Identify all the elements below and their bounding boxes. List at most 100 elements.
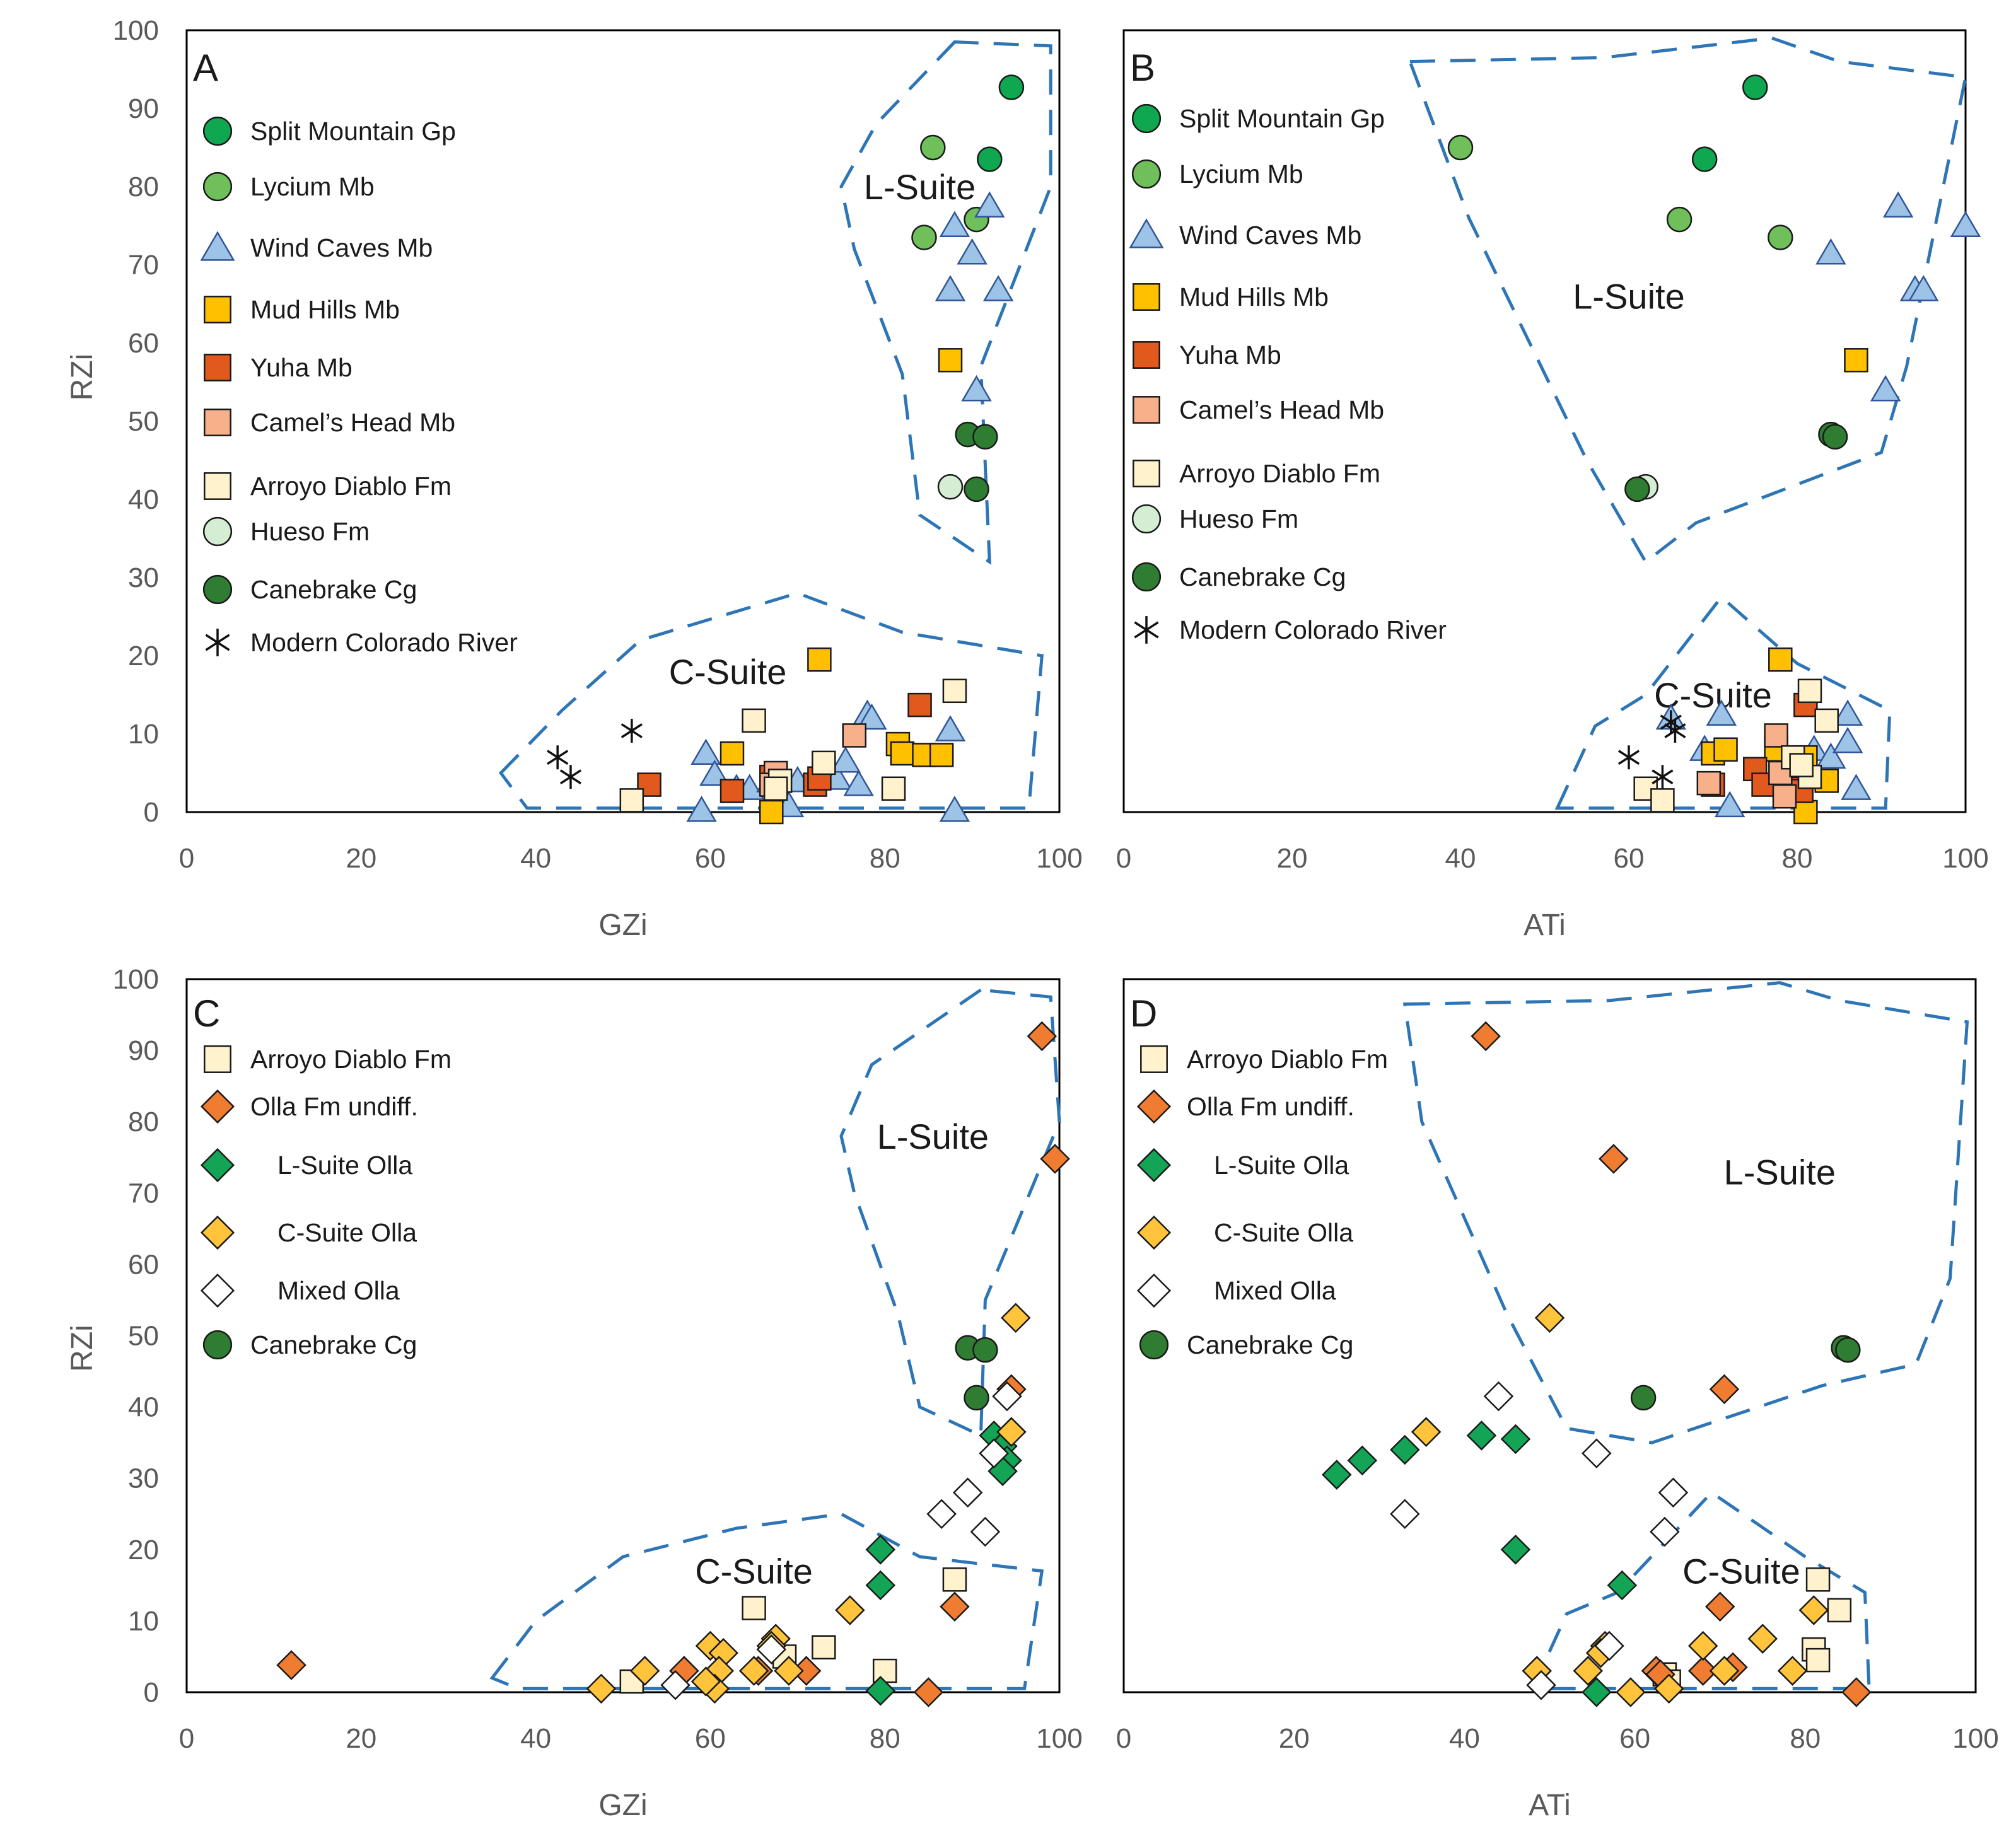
data-point [1687, 1630, 1718, 1661]
x-tick-label: 0 [179, 1723, 194, 1754]
data-point [1768, 647, 1793, 672]
x-tick-label: 60 [695, 1723, 726, 1754]
series-modern-colorado-river [1617, 710, 1686, 789]
data-point [1832, 699, 1863, 726]
legend-label: Wind Caves Mb [1179, 221, 1361, 250]
data-point [1573, 1656, 1604, 1686]
data-point [1447, 134, 1474, 161]
data-point [1466, 1420, 1497, 1451]
data-point [1660, 710, 1682, 735]
y-tick-label: 0 [144, 1677, 159, 1708]
y-tick-label: 80 [128, 1107, 159, 1137]
data-point [1822, 424, 1848, 450]
y-tick-label: 90 [128, 1035, 159, 1066]
panel-label: B [1130, 47, 1155, 89]
legend-item-wind-caves-mb: Wind Caves Mb [1129, 218, 1361, 250]
legend-label: C-Suite Olla [277, 1218, 417, 1247]
data-point [690, 1666, 721, 1697]
legend-item-yuha-mb: Yuha Mb [1133, 340, 1281, 369]
legend-item-mixed-olla: Mixed Olla [200, 1273, 400, 1308]
legend-label: Mud Hills Mb [1179, 282, 1329, 311]
series-lycium-mb [1447, 134, 1793, 250]
data-point [1805, 1647, 1831, 1673]
data-point [1687, 1656, 1718, 1686]
data-point [1630, 1385, 1657, 1411]
x-tick-label: 20 [1279, 1723, 1310, 1754]
series-arroyo-diablo-fm [619, 678, 967, 813]
data-point [872, 1658, 897, 1683]
legend-item-olla-fm-undiff: Olla Fm undiff. [200, 1089, 418, 1124]
legend: Arroyo Diablo Fm Olla Fm undiff. L-Suite O… [200, 1045, 452, 1360]
data-point [1027, 1021, 1058, 1052]
data-point [1704, 1591, 1735, 1622]
legend-item-canebrake-cg: Canebrake Cg [1131, 562, 1346, 592]
suite-label: L-Suite [864, 167, 976, 207]
c-suite-field [1530, 1490, 1871, 1690]
data-point [974, 191, 1005, 218]
legend-label: Hueso Fm [1179, 504, 1298, 533]
data-point [738, 1656, 769, 1686]
data-point [856, 703, 887, 730]
legend-marker [1140, 1045, 1168, 1073]
data-point [1696, 770, 1722, 796]
legend-label: Arroyo Diablo Fm [250, 1045, 452, 1074]
legend-label: Split Mountain Gp [250, 117, 456, 146]
data-point [1832, 726, 1863, 753]
legend-marker [204, 1045, 231, 1073]
legend-marker [1131, 103, 1162, 134]
series-mixed-olla [1390, 1381, 1689, 1700]
data-point [1001, 1303, 1031, 1333]
y-tick-label: 40 [128, 484, 159, 515]
x-axis-label: GZi [598, 909, 647, 942]
data-point [1617, 745, 1640, 770]
legend-marker [1136, 1089, 1172, 1124]
data-point [1814, 708, 1839, 733]
legend-item-arroyo-diablo-fm: Arroyo Diablo Fm [1140, 1045, 1388, 1074]
legend-marker [1136, 1147, 1172, 1183]
data-point [1582, 1438, 1612, 1468]
c-suite-field [1554, 595, 1892, 810]
y-tick-label: 10 [128, 1606, 159, 1637]
panel-label: D [1130, 992, 1157, 1035]
data-point [547, 745, 569, 770]
data-point [812, 750, 836, 775]
legend-item-l-suite-olla: L-Suite Olla [1136, 1147, 1349, 1183]
series-arroyo-diablo-fm [1633, 678, 1839, 813]
legend-item-split-mountain-gp: Split Mountain Gp [1131, 103, 1385, 134]
data-point [920, 134, 946, 161]
legend-marker [1133, 283, 1160, 311]
series-l-suite-olla [1321, 1420, 1638, 1707]
legend-label: Arroyo Diablo Fm [1179, 459, 1380, 488]
suite-label: L-Suite [1573, 277, 1684, 317]
data-point [1658, 1477, 1689, 1508]
y-tick-label: 60 [128, 1249, 159, 1280]
series-c-suite-olla [586, 1303, 1031, 1704]
data-point [629, 1656, 660, 1686]
data-point [1582, 1677, 1612, 1707]
legend: Split Mountain Gp Lycium Mb Wind Caves Mb M… [1129, 103, 1447, 644]
data-point [911, 224, 937, 250]
x-tick-label: 80 [870, 1723, 900, 1754]
data-point [756, 1634, 787, 1664]
x-tick-label: 100 [1036, 1723, 1082, 1754]
data-point [1526, 1670, 1556, 1700]
legend-item-olla-fm-undiff: Olla Fm undiff. [1136, 1089, 1355, 1124]
data-point [763, 776, 788, 801]
legend-marker [1129, 218, 1164, 248]
data-point [979, 1438, 1009, 1468]
legend-marker [1133, 396, 1160, 424]
data-point [961, 375, 992, 402]
plot-frame [1122, 29, 1967, 813]
y-tick-label: 100 [113, 15, 159, 46]
legend-label: Arroyo Diablo Fm [250, 472, 452, 501]
data-point [1709, 1374, 1740, 1405]
panel-label: C [193, 992, 220, 1035]
data-point [1650, 788, 1675, 813]
panel-d: 0 20 40 60 80 100 ATi D L-Suite C-Suite Arroyo Dia… [1116, 978, 1999, 1822]
legend-item-mixed-olla: Mixed Olla [1136, 1273, 1336, 1308]
legend-marker [202, 516, 233, 547]
data-point [942, 1567, 967, 1592]
legend-marker [200, 1089, 235, 1124]
legend-item-hueso-fm: Hueso Fm [202, 516, 370, 547]
legend-marker [204, 409, 231, 436]
